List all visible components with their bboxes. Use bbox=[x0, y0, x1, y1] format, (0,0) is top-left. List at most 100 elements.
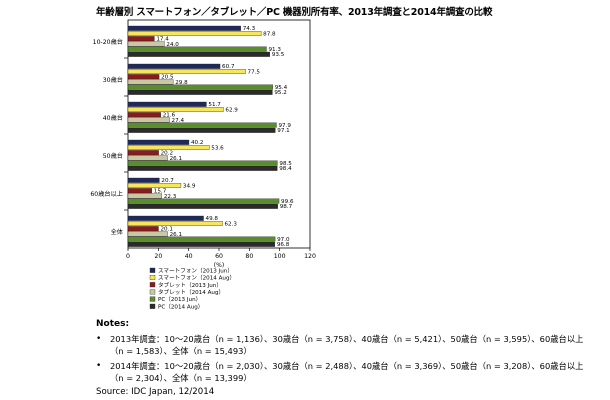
data-label: 97.1 bbox=[277, 128, 290, 134]
bars-layer bbox=[127, 25, 280, 247]
data-label: 96.8 bbox=[277, 242, 290, 248]
bar bbox=[127, 84, 273, 90]
bar bbox=[127, 193, 162, 199]
data-label: 20.1 bbox=[160, 227, 173, 233]
bar bbox=[127, 226, 159, 232]
bar bbox=[127, 215, 204, 221]
bar bbox=[127, 203, 278, 209]
bar bbox=[127, 46, 267, 52]
note-text-2014: 2014年調査：10～20歳台（n = 2,030）、30歳台（n = 2,48… bbox=[110, 360, 584, 383]
bar bbox=[127, 127, 276, 133]
data-label: 40.2 bbox=[191, 140, 203, 146]
legend-label: タブレット（2013 Jun） bbox=[158, 281, 222, 289]
bar bbox=[127, 160, 278, 166]
legend: スマートフォン（2013 Jun）スマートフォン（2014 Aug）タブレット（… bbox=[149, 267, 235, 310]
x-tick-label: 60 bbox=[215, 253, 223, 260]
bar bbox=[127, 74, 160, 80]
notes-heading: Notes: bbox=[96, 319, 130, 329]
legend-label: PC（2014 Aug） bbox=[158, 303, 203, 310]
x-tick-label: 20 bbox=[154, 253, 162, 260]
data-label: 22.3 bbox=[164, 194, 177, 200]
data-label: 97.0 bbox=[277, 237, 290, 243]
category-label: 40歳台 bbox=[103, 114, 123, 122]
data-label: 95.4 bbox=[275, 85, 288, 91]
legend-swatch bbox=[149, 296, 156, 302]
bar bbox=[127, 69, 246, 74]
data-label: 20.5 bbox=[161, 75, 174, 81]
category-label: 50歳台 bbox=[103, 152, 123, 160]
source-text: Source: IDC Japan, 12/2014 bbox=[96, 387, 215, 398]
bar bbox=[127, 41, 165, 47]
bar bbox=[127, 63, 221, 69]
data-label: 98.7 bbox=[280, 204, 293, 210]
bar bbox=[127, 117, 170, 123]
data-label: 27.4 bbox=[172, 118, 185, 124]
notes-section: Notes: • 2013年調査：10～20歳台（n = 1,136）、30歳台… bbox=[96, 318, 596, 398]
bar bbox=[127, 188, 152, 194]
data-labels-layer: 74.3 60.7 51.7 40.2 20.7 49.8 87.8 77.5 62.9 53.6… bbox=[154, 26, 294, 248]
legend-swatch bbox=[149, 275, 156, 280]
bar bbox=[127, 236, 276, 242]
data-label: 99.6 bbox=[281, 199, 294, 205]
data-label: 29.8 bbox=[175, 80, 188, 86]
bar bbox=[127, 198, 280, 204]
bar bbox=[127, 25, 241, 31]
data-label: 53.6 bbox=[211, 145, 224, 151]
legend-swatch bbox=[149, 289, 156, 295]
data-label: 93.5 bbox=[272, 52, 285, 58]
category-label: 60歳台以上 bbox=[90, 190, 123, 198]
legend-label: PC（2013 Jun） bbox=[158, 296, 201, 303]
data-label: 97.9 bbox=[278, 123, 291, 129]
note-text-2013: 2013年調査：10～20歳台（n = 1,136）、30歳台（n = 3,75… bbox=[110, 334, 584, 357]
bar bbox=[127, 165, 278, 171]
bar bbox=[127, 183, 182, 188]
data-label: 20.7 bbox=[161, 178, 174, 184]
data-label: 26.1 bbox=[170, 156, 183, 162]
bar bbox=[127, 122, 277, 128]
data-label: 51.7 bbox=[208, 102, 221, 108]
bar bbox=[127, 139, 190, 145]
bar bbox=[127, 31, 262, 36]
bar bbox=[127, 155, 168, 161]
x-tick-label: 120 bbox=[304, 253, 316, 260]
data-label: 21.6 bbox=[163, 113, 176, 119]
x-tick-label: 80 bbox=[245, 253, 253, 260]
chart-title: 年齢層別 スマートフォン／タブレット／PC 機器別所有率、2013年調査と201… bbox=[96, 7, 493, 18]
x-axis-label: (%) bbox=[214, 262, 224, 269]
data-label: 91.3 bbox=[268, 47, 281, 53]
x-tick-label: 40 bbox=[185, 253, 193, 260]
legend-swatch bbox=[149, 282, 156, 288]
x-tick-label: 0 bbox=[126, 253, 130, 260]
data-label: 26.1 bbox=[170, 232, 183, 238]
data-label: 87.8 bbox=[263, 31, 276, 37]
x-tick-label: 100 bbox=[274, 253, 286, 260]
legend-swatch bbox=[149, 267, 156, 273]
bar bbox=[127, 51, 270, 57]
data-label: 17.4 bbox=[156, 37, 169, 43]
bar bbox=[127, 177, 160, 183]
legend-swatch bbox=[149, 303, 156, 309]
bullet-icon: • bbox=[96, 360, 102, 371]
data-label: 98.4 bbox=[279, 166, 292, 172]
data-label: 20.2 bbox=[161, 151, 173, 157]
legend-label: スマートフォン（2013 Jun） bbox=[158, 267, 233, 274]
data-label: 98.5 bbox=[279, 161, 292, 167]
data-label: 62.9 bbox=[225, 107, 238, 113]
bar bbox=[127, 241, 275, 247]
bar bbox=[127, 89, 273, 95]
legend-label: スマートフォン（2014 Aug） bbox=[158, 275, 235, 282]
bar bbox=[127, 145, 210, 150]
data-label: 74.3 bbox=[243, 26, 256, 32]
category-label: 30歳台 bbox=[103, 76, 123, 84]
bar bbox=[127, 107, 224, 112]
data-label: 34.9 bbox=[183, 183, 196, 189]
data-label: 24.0 bbox=[166, 42, 179, 48]
category-label: 10-20歳台 bbox=[93, 38, 123, 46]
bar bbox=[127, 36, 155, 42]
bar bbox=[127, 101, 207, 107]
legend-label: タブレット（2014 Aug） bbox=[158, 288, 224, 296]
bar bbox=[127, 231, 168, 237]
data-label: 77.5 bbox=[248, 69, 261, 75]
